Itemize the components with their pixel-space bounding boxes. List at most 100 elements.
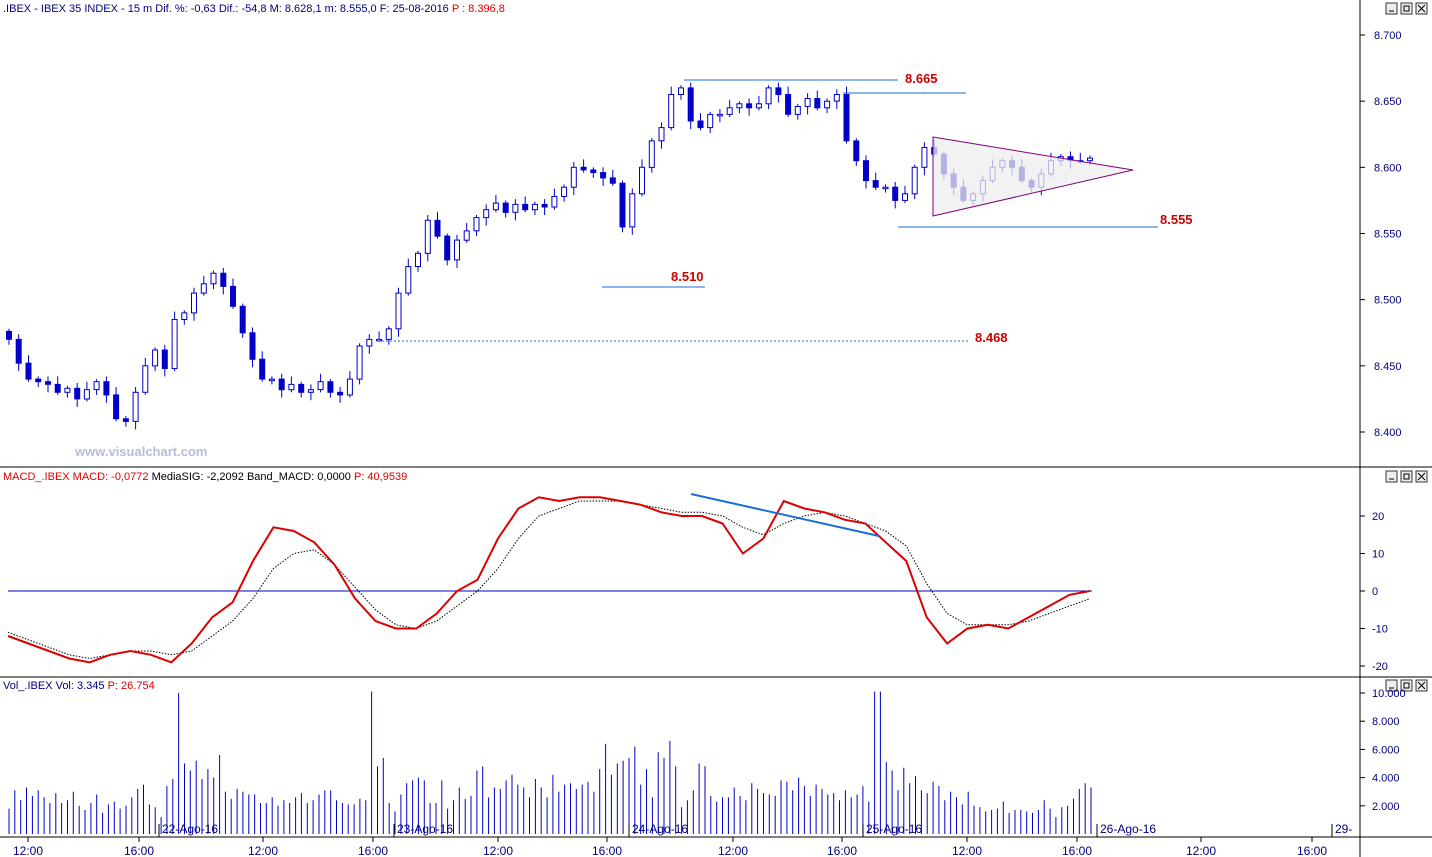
time-label: 12:00: [1186, 844, 1216, 857]
candle: [142, 357, 149, 395]
candle: [824, 98, 831, 114]
level-label-8665: 8.665: [905, 71, 938, 86]
time-label: 16:00: [1062, 844, 1092, 857]
candle: [6, 328, 12, 345]
candle: [765, 85, 772, 110]
level-labels: 8.665 8.555 8.510 8.468: [671, 71, 1193, 345]
candle: [716, 109, 723, 123]
candle: [346, 371, 353, 398]
candle: [804, 93, 811, 115]
price-tick-label: 8.700: [1374, 30, 1402, 42]
candlesticks: [6, 82, 1093, 430]
level-label-8555: 8.555: [1160, 212, 1193, 227]
candle: [746, 98, 753, 116]
candle: [648, 138, 655, 173]
candle: [200, 275, 207, 296]
candle: [230, 278, 236, 309]
price-minimize-button[interactable]: [1385, 2, 1398, 15]
candle: [853, 138, 860, 166]
candle: [892, 181, 899, 209]
candle: [833, 89, 840, 110]
candle: [385, 326, 392, 345]
candle: [298, 381, 305, 398]
candle: [921, 142, 928, 176]
macd-header: MACD_.IBEX MACD: -0,0772 MediaSIG: -2,20…: [3, 471, 407, 483]
time-label: 12:00: [483, 844, 513, 857]
candle: [483, 204, 490, 226]
macd-tick-label: -20: [1372, 661, 1388, 673]
candle: [687, 82, 694, 129]
candle: [531, 201, 538, 215]
candle: [278, 373, 285, 398]
candle: [454, 234, 460, 268]
candle: [64, 385, 71, 398]
time-label: 12:00: [952, 844, 982, 857]
annotations: [378, 79, 1158, 342]
y-axis-labels: 8.700 8.650 8.600 8.550 8.500 8.450 8.400 20 10 0…: [1360, 30, 1406, 813]
candle: [161, 344, 168, 377]
candle: [259, 351, 266, 382]
candle: [600, 167, 607, 186]
date-label: 26-Ago-16: [1100, 822, 1156, 836]
macd-tick-label: 0: [1372, 586, 1378, 598]
time-label: 12:00: [13, 844, 43, 857]
candle: [736, 101, 743, 114]
candle: [911, 164, 918, 200]
macd-panel-buttons[interactable]: [1385, 470, 1428, 483]
price-tick-label: 8.550: [1374, 229, 1402, 241]
candle: [15, 334, 22, 372]
time-label: 12:00: [248, 844, 278, 857]
candle: [317, 373, 324, 393]
vol-maximize-button[interactable]: [1400, 679, 1413, 692]
macd-maximize-button[interactable]: [1400, 470, 1413, 483]
price-panel-buttons[interactable]: [1385, 2, 1428, 15]
candle: [629, 188, 636, 235]
candle: [239, 303, 246, 338]
volume-bars: [8, 691, 1092, 834]
candle: [45, 376, 51, 393]
candle: [288, 376, 295, 393]
candle: [707, 111, 714, 133]
candle: [522, 196, 529, 213]
x-axis-labels: 12:00 16:00 12:00 16:00 12:00 16:00 12:00 16:00…: [13, 822, 1352, 857]
candle: [191, 287, 197, 321]
vol-minimize-button[interactable]: [1385, 679, 1398, 692]
candle: [366, 334, 373, 354]
candle: [35, 376, 42, 387]
candle: [639, 159, 645, 197]
price-tick-label: 8.600: [1374, 162, 1402, 174]
macd-minimize-button[interactable]: [1385, 470, 1398, 483]
vol-panel-buttons[interactable]: [1385, 679, 1428, 692]
candle: [113, 387, 120, 422]
candle: [570, 162, 577, 196]
candle: [658, 122, 665, 149]
vol-tick-label: 4.000: [1372, 773, 1400, 785]
candle: [122, 416, 129, 427]
macd-tick-label: 20: [1372, 511, 1384, 523]
date-label: 24-Ago-16: [632, 822, 688, 836]
candle: [541, 199, 548, 215]
candle: [697, 113, 704, 131]
candle: [814, 90, 821, 111]
candle: [678, 85, 684, 100]
candle: [785, 86, 792, 117]
candle: [843, 86, 850, 144]
price-tick-label: 8.500: [1374, 295, 1402, 307]
candle: [551, 188, 558, 210]
candle: [152, 347, 159, 372]
candle: [268, 376, 275, 385]
vol-tick-label: 8.000: [1372, 716, 1400, 728]
candle: [132, 387, 139, 430]
price-tick-label: 8.650: [1374, 96, 1402, 108]
candle: [307, 384, 314, 401]
date-label: 25-Ago-16: [866, 822, 922, 836]
candle: [463, 222, 470, 243]
candle: [83, 381, 90, 402]
date-label: 22-Ago-16: [162, 822, 218, 836]
price-maximize-button[interactable]: [1400, 2, 1413, 15]
candle: [220, 267, 227, 295]
candle: [561, 184, 568, 202]
candle: [424, 215, 431, 262]
candle: [171, 311, 178, 372]
